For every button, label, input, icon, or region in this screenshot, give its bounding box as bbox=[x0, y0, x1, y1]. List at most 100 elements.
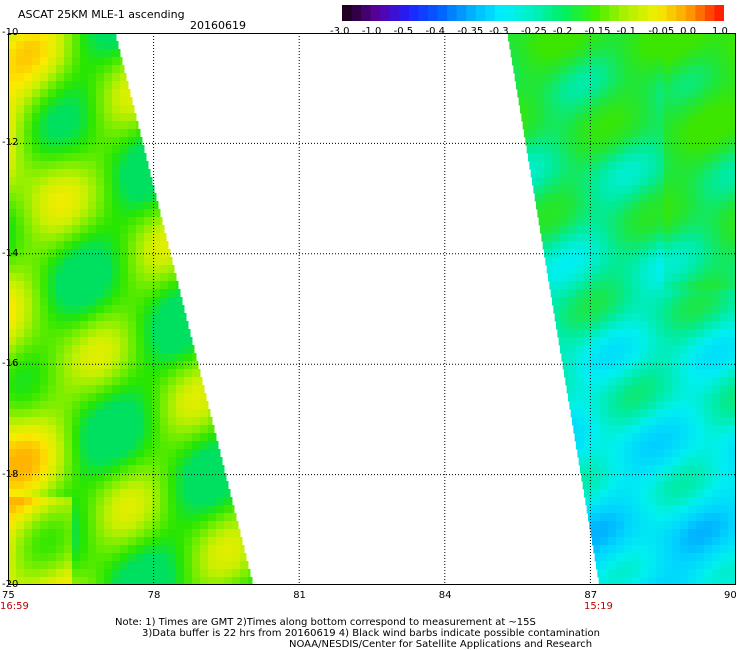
swath-cell bbox=[224, 553, 233, 562]
swath-cell bbox=[712, 161, 721, 170]
swath-cell bbox=[656, 449, 665, 458]
colorbar-label: -0.1 bbox=[616, 26, 637, 37]
swath-cell bbox=[200, 481, 209, 490]
swath-cell bbox=[136, 201, 145, 210]
swath-cell bbox=[712, 65, 721, 74]
swath-cell bbox=[688, 305, 697, 314]
swath-cell bbox=[120, 401, 129, 410]
swath-cell bbox=[600, 81, 609, 90]
swath-cell bbox=[248, 569, 251, 578]
swath-cell bbox=[648, 89, 657, 98]
lon-label: 90 bbox=[724, 590, 737, 601]
swath-cell bbox=[592, 361, 601, 370]
swath-cell bbox=[56, 377, 65, 386]
swath-cell bbox=[728, 393, 736, 402]
swath-cell bbox=[88, 417, 97, 426]
swath-cell bbox=[664, 369, 673, 378]
swath-cell bbox=[208, 425, 215, 434]
swath-cell bbox=[88, 537, 97, 546]
swath-cell bbox=[80, 337, 89, 346]
swath-cell bbox=[608, 225, 617, 234]
swath-cell bbox=[144, 217, 153, 226]
swath-cell bbox=[8, 201, 17, 210]
swath-cell bbox=[541, 233, 545, 242]
swath-cell bbox=[712, 273, 721, 282]
swath-cell bbox=[152, 281, 161, 290]
swath-cell bbox=[632, 129, 641, 138]
swath-cell bbox=[534, 193, 537, 202]
swath-cell bbox=[104, 241, 113, 250]
swath-cell bbox=[712, 321, 721, 330]
swath-cell bbox=[80, 97, 89, 106]
swath-cell bbox=[200, 529, 209, 538]
swath-cell bbox=[40, 305, 49, 314]
swath-cell bbox=[616, 153, 625, 162]
swath-cell bbox=[608, 209, 617, 218]
swath-cell bbox=[136, 417, 145, 426]
swath-cell bbox=[72, 137, 81, 146]
swath-cell bbox=[616, 465, 625, 474]
swath-cell bbox=[712, 473, 721, 482]
swath-cell bbox=[640, 217, 649, 226]
swath-cell bbox=[200, 441, 209, 450]
swath-cell bbox=[136, 473, 145, 482]
swath-cell bbox=[656, 217, 665, 226]
swath-cell bbox=[648, 177, 657, 186]
swath-cell bbox=[104, 217, 113, 226]
swath-cell bbox=[120, 441, 129, 450]
swath-cell bbox=[112, 401, 121, 410]
swath-cell bbox=[24, 369, 33, 378]
swath-cell bbox=[64, 345, 73, 354]
swath-cell bbox=[184, 377, 193, 386]
swath-cell bbox=[704, 273, 713, 282]
swath-cell bbox=[16, 377, 25, 386]
swath-cell bbox=[600, 185, 609, 194]
swath-cell bbox=[704, 185, 713, 194]
swath-cell bbox=[64, 265, 73, 274]
swath-cell bbox=[112, 49, 121, 58]
swath-cell bbox=[688, 81, 697, 90]
swath-cell bbox=[616, 257, 625, 266]
swath-cell bbox=[96, 417, 105, 426]
swath-cell bbox=[680, 193, 689, 202]
swath-cell bbox=[152, 489, 161, 498]
swath-cell bbox=[616, 377, 625, 386]
swath-cell bbox=[168, 465, 177, 474]
swath-cell bbox=[552, 169, 561, 178]
swath-cell bbox=[16, 249, 25, 258]
swath-cell bbox=[80, 449, 89, 458]
swath-cell bbox=[160, 305, 169, 314]
swath-cell bbox=[608, 297, 617, 306]
swath-cell bbox=[144, 209, 153, 218]
swath-cell bbox=[688, 129, 697, 138]
swath-cell bbox=[160, 577, 169, 585]
swath-cell bbox=[72, 177, 81, 186]
swath-cell bbox=[568, 313, 577, 322]
swath-cell bbox=[72, 537, 81, 546]
swath-cell bbox=[40, 57, 49, 66]
swath-cell bbox=[120, 369, 129, 378]
swath-cell bbox=[24, 377, 33, 386]
swath-cell bbox=[584, 281, 593, 290]
swath-cell bbox=[96, 361, 105, 370]
swath-cell bbox=[8, 393, 17, 402]
swath-cell bbox=[160, 553, 169, 562]
swath-cell bbox=[112, 433, 121, 442]
swath-cell bbox=[16, 121, 25, 130]
swath-cell bbox=[152, 457, 161, 466]
swath-cell bbox=[536, 137, 545, 146]
swath-cell bbox=[72, 337, 81, 346]
swath-cell bbox=[56, 105, 65, 114]
swath-cell bbox=[648, 369, 657, 378]
swath-cell bbox=[664, 305, 673, 314]
swath-cell bbox=[192, 465, 201, 474]
swath-cell bbox=[128, 545, 137, 554]
swath-cell bbox=[584, 393, 593, 402]
swath-cell bbox=[24, 297, 33, 306]
swath-cell bbox=[32, 441, 41, 450]
swath-cell bbox=[526, 145, 529, 154]
swath-cell bbox=[720, 97, 729, 106]
swath-cell bbox=[48, 329, 57, 338]
swath-cell bbox=[720, 73, 729, 82]
swath-cell bbox=[720, 377, 729, 386]
